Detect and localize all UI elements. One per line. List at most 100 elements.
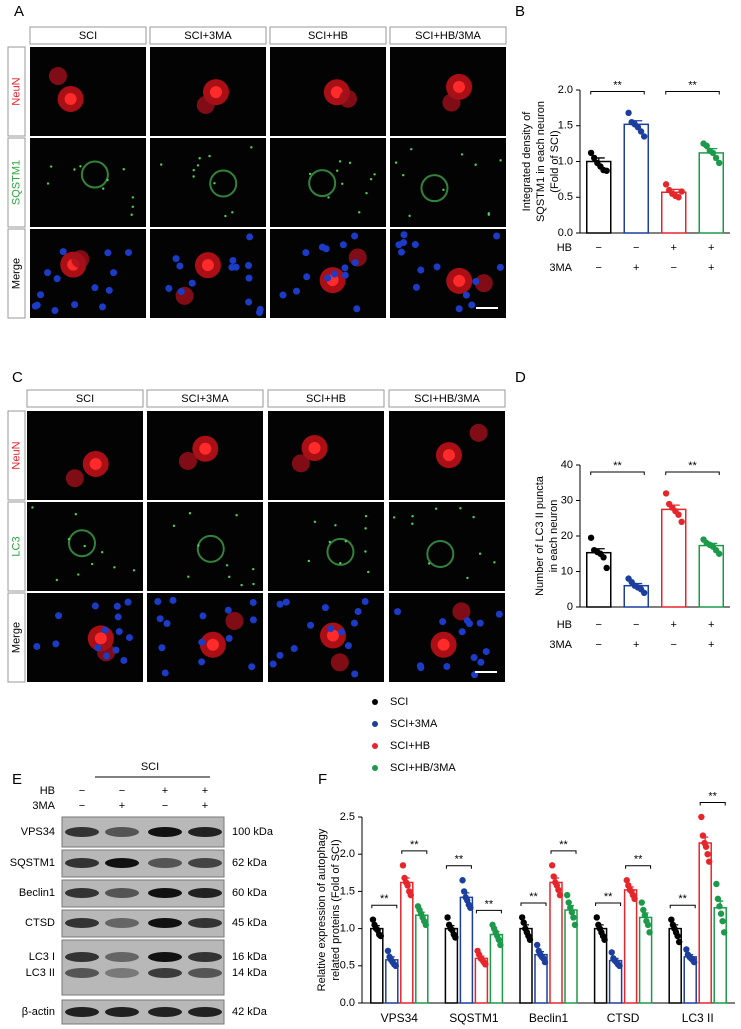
- puncta: [410, 147, 413, 151]
- data-point: [533, 941, 541, 949]
- significance-label: **: [688, 460, 697, 472]
- neuron: [65, 469, 84, 488]
- band: [65, 888, 99, 898]
- dapi: [163, 620, 171, 628]
- panel-label: A: [14, 3, 24, 20]
- kda-label: 60 kDa: [232, 887, 268, 899]
- puncta: [336, 169, 339, 172]
- puncta: [478, 552, 482, 555]
- column-header: SCI+3MA: [184, 30, 232, 42]
- nucleus: [89, 457, 102, 470]
- bar: [623, 123, 649, 234]
- dapi: [303, 273, 311, 281]
- band: [105, 888, 139, 898]
- puncta: [192, 168, 195, 172]
- band: [188, 827, 222, 837]
- band: [65, 858, 99, 868]
- y-axis-label: Relative expression of autophagy: [316, 828, 328, 991]
- dapi: [249, 598, 257, 606]
- puncta: [373, 173, 376, 176]
- dapi: [465, 620, 473, 628]
- data-point: [625, 109, 632, 117]
- bar: [549, 881, 563, 1004]
- nucleus: [201, 259, 214, 272]
- puncta-cell: [196, 534, 225, 563]
- panel-label: D: [515, 369, 526, 386]
- y-axis-label: Integrated density of: [521, 111, 533, 212]
- dapi: [476, 619, 484, 627]
- y-tick-label: 0.5: [558, 191, 573, 203]
- data-point: [593, 914, 600, 921]
- puncta-cell: [67, 529, 96, 558]
- band: [148, 1007, 182, 1017]
- nucleus: [206, 638, 219, 651]
- dapi: [55, 612, 63, 620]
- puncta: [493, 561, 496, 564]
- dapi: [177, 287, 185, 295]
- bar: [370, 927, 384, 1004]
- dapi: [246, 233, 254, 241]
- data-point: [705, 858, 713, 865]
- puncta: [466, 576, 469, 580]
- significance-bracket: [401, 850, 428, 854]
- dapi: [496, 263, 504, 271]
- neuron: [330, 653, 349, 672]
- condition-label: 3MA: [549, 262, 572, 274]
- legend-marker: [372, 721, 378, 727]
- band: [188, 888, 222, 898]
- column-header-box: [269, 26, 387, 45]
- condition-sign: +: [671, 619, 677, 631]
- dapi: [154, 598, 162, 606]
- dapi: [228, 263, 236, 271]
- puncta: [231, 211, 234, 214]
- puncta: [197, 544, 200, 547]
- dapi: [33, 301, 41, 309]
- dapi: [113, 602, 121, 610]
- puncta: [487, 213, 491, 216]
- data-point: [644, 921, 652, 929]
- band: [188, 968, 222, 978]
- data-point: [702, 843, 710, 850]
- data-point: [555, 886, 562, 894]
- puncta: [252, 582, 255, 586]
- data-point: [631, 895, 638, 903]
- puncta: [172, 524, 176, 528]
- condition-label: HB: [40, 785, 55, 797]
- data-point: [459, 877, 466, 884]
- puncta: [67, 537, 71, 541]
- puncta: [252, 567, 255, 571]
- dapi: [279, 291, 287, 299]
- dapi: [99, 303, 107, 311]
- significance-bracket: [590, 471, 645, 476]
- dapi: [44, 269, 52, 277]
- dapi: [327, 625, 335, 633]
- puncta: [188, 512, 192, 515]
- puncta: [334, 524, 337, 527]
- puncta: [358, 211, 361, 214]
- data-point: [716, 903, 723, 910]
- data-point: [392, 962, 399, 969]
- dapi: [397, 248, 405, 256]
- protein-label: LC3 I: [29, 951, 55, 963]
- data-point: [678, 188, 685, 195]
- significance-label: **: [678, 893, 687, 905]
- puncta: [442, 188, 445, 192]
- condition-sign: +: [708, 619, 714, 631]
- band: [188, 858, 222, 868]
- data-point: [675, 194, 682, 201]
- band: [65, 968, 99, 978]
- puncta: [131, 196, 135, 199]
- puncta: [49, 165, 53, 168]
- row-label-box: [7, 410, 26, 501]
- data-point: [541, 958, 549, 966]
- y-tick-label: 0.5: [340, 960, 355, 972]
- band: [148, 888, 182, 898]
- dapi: [302, 249, 310, 257]
- kda-label: 62 kDa: [232, 857, 268, 869]
- puncta: [344, 540, 347, 543]
- dapi: [245, 298, 253, 306]
- dapi: [52, 640, 60, 648]
- row-label: Merge: [10, 258, 22, 289]
- micrograph: [27, 593, 143, 682]
- puncta: [130, 213, 133, 216]
